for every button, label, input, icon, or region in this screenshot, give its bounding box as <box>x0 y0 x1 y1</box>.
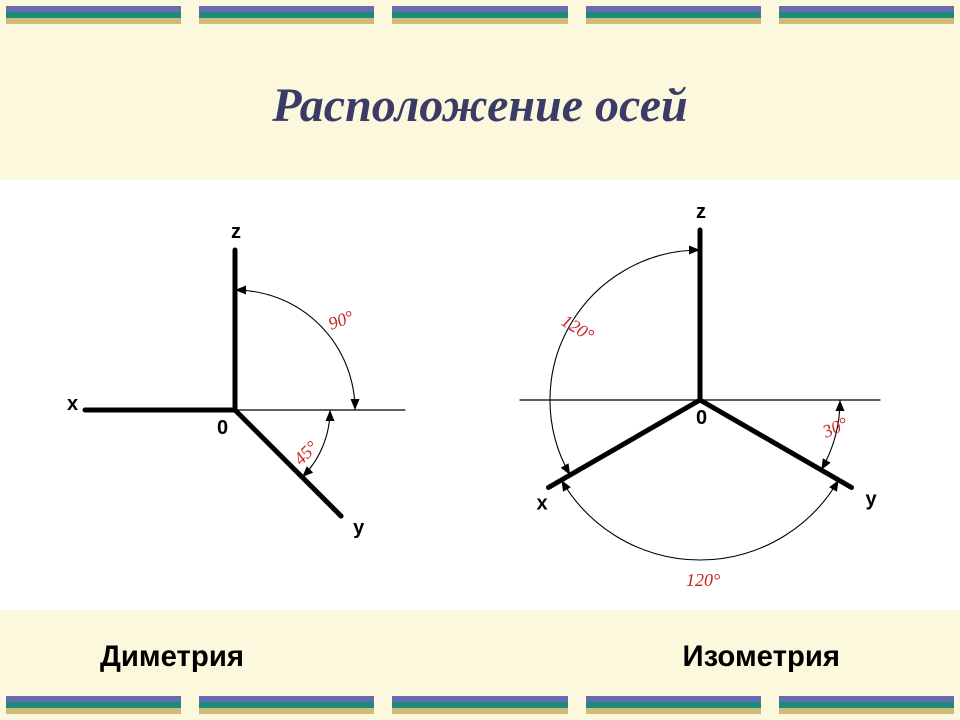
caption-isometric: Изометрия <box>683 640 841 674</box>
svg-text:x: x <box>536 493 547 515</box>
decor-seg <box>586 6 761 24</box>
svg-text:x: x <box>67 393 78 415</box>
decor-top <box>0 6 960 24</box>
svg-text:120°: 120° <box>558 310 598 345</box>
decor-seg <box>392 696 567 714</box>
diagram-svg-wrap: x y z 0 90° 45° x y z 0 120° 30° 120° <box>0 180 960 610</box>
decor-bottom <box>0 696 960 714</box>
captions-row: Диметрия Изометрия <box>0 640 960 674</box>
decor-seg <box>199 696 374 714</box>
decor-seg <box>6 696 181 714</box>
caption-dimetric: Диметрия <box>100 640 244 674</box>
decor-seg <box>779 696 954 714</box>
svg-text:45°: 45° <box>290 437 322 469</box>
svg-text:0: 0 <box>696 407 707 429</box>
svg-text:z: z <box>696 201 706 223</box>
decor-seg <box>779 6 954 24</box>
svg-text:0: 0 <box>217 417 228 439</box>
diagram-svg: x y z 0 90° 45° x y z 0 120° 30° 120° <box>0 180 960 610</box>
page-title: Расположение осей <box>0 78 960 133</box>
svg-text:30°: 30° <box>819 413 851 442</box>
decor-seg <box>392 6 567 24</box>
svg-text:z: z <box>231 221 241 243</box>
svg-text:y: y <box>353 517 365 539</box>
decor-seg <box>199 6 374 24</box>
diagram-panel: x y z 0 90° 45° x y z 0 120° 30° 120° <box>0 180 960 610</box>
slide-root: Расположение осей x y z 0 90° 45° x y z 0 120° 30° 1… <box>0 0 960 720</box>
decor-seg <box>586 696 761 714</box>
svg-text:y: y <box>866 489 878 511</box>
decor-seg <box>6 6 181 24</box>
svg-text:120°: 120° <box>686 570 720 590</box>
svg-text:90°: 90° <box>326 306 357 333</box>
